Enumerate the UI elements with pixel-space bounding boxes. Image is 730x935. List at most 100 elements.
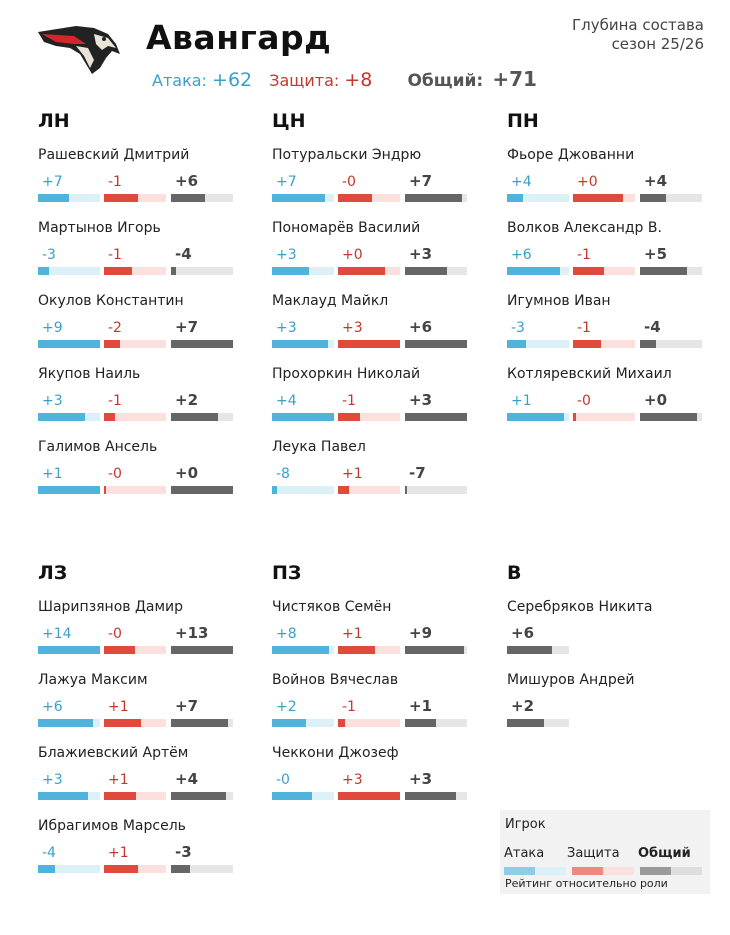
attack-rating: +7 <box>42 174 63 190</box>
attack-bar-fill <box>38 719 93 727</box>
player-name: Ибрагимов Марсель <box>38 818 186 834</box>
attack-bar-fill <box>38 413 85 421</box>
defense-bar-fill <box>338 194 373 202</box>
overall-rating: -3 <box>175 843 192 861</box>
attack-rating: +9 <box>42 320 63 336</box>
legend-overall-fill <box>640 867 671 875</box>
defense-rating: -2 <box>108 320 122 336</box>
overall-bar <box>405 719 467 727</box>
subtitle-line-1: Глубина состава <box>571 16 704 34</box>
attack-bar-fill <box>272 719 307 727</box>
legend-overall-label: Общий <box>638 846 691 861</box>
defense-bar <box>573 413 635 421</box>
attack-bar-fill <box>38 646 100 654</box>
player-card: Лажуа Максим +6 +1 +7 <box>38 672 238 732</box>
defense-rating: -0 <box>108 626 122 642</box>
team-logo-icon <box>38 26 120 74</box>
defense-rating: +1 <box>342 466 363 482</box>
defense-bar <box>104 413 166 421</box>
defense-bar <box>573 340 635 348</box>
player-card: Игумнов Иван -3 -1 -4 <box>507 293 707 353</box>
player-name: Лажуа Максим <box>38 672 148 688</box>
attack-bar <box>38 413 100 421</box>
attack-bar-fill <box>507 267 560 275</box>
defense-rating: -1 <box>577 247 591 263</box>
attack-bar <box>272 719 334 727</box>
overall-rating: +0 <box>644 391 668 409</box>
attack-bar-fill <box>38 486 100 494</box>
attack-rating: +2 <box>276 699 297 715</box>
legend-overall-bar <box>640 867 702 875</box>
attack-bar <box>272 340 334 348</box>
overall-bar-fill <box>171 340 233 348</box>
defense-rating: +0 <box>342 247 363 263</box>
team-totals: Атака: +62 Защита: +8 Общий: +71 <box>152 67 537 91</box>
overall-bar <box>507 719 569 727</box>
attack-rating: -4 <box>42 845 56 861</box>
defense-bar-fill <box>338 792 400 800</box>
player-card: Чистяков Семён +8 +1 +9 <box>272 599 472 659</box>
defense-rating: -1 <box>342 393 356 409</box>
defense-bar <box>104 340 166 348</box>
defense-bar-fill <box>338 646 376 654</box>
defense-bar <box>573 194 635 202</box>
attack-bar-fill <box>38 792 88 800</box>
player-card: Блажиевский Артём +3 +1 +4 <box>38 745 238 805</box>
attack-rating: +3 <box>276 320 297 336</box>
overall-bar <box>171 486 233 494</box>
player-name: Окулов Константин <box>38 293 184 309</box>
player-name: Мартынов Игорь <box>38 220 161 236</box>
player-card: Маклауд Майкл +3 +3 +6 <box>272 293 472 353</box>
defense-bar-fill <box>104 413 116 421</box>
overall-bar-fill <box>640 194 667 202</box>
defense-total-value: +8 <box>344 69 373 91</box>
attack-bar <box>507 340 569 348</box>
overall-bar-fill <box>171 413 218 421</box>
overall-bar <box>640 267 702 275</box>
overall-rating: +7 <box>409 172 433 190</box>
overall-bar <box>507 646 569 654</box>
player-card: Ибрагимов Марсель -4 +1 -3 <box>38 818 238 878</box>
attack-bar-fill <box>272 792 313 800</box>
defense-bar-fill <box>338 486 350 494</box>
overall-bar-fill <box>405 486 407 494</box>
attack-bar-fill <box>507 194 523 202</box>
defense-rating: +1 <box>108 845 129 861</box>
overall-rating: -4 <box>644 318 661 336</box>
attack-rating: -8 <box>276 466 290 482</box>
defense-bar-fill <box>104 719 142 727</box>
defense-rating: -1 <box>342 699 356 715</box>
defense-bar <box>104 865 166 873</box>
defense-bar <box>338 413 400 421</box>
team-title: Авангард <box>146 18 332 57</box>
attack-bar-fill <box>272 646 330 654</box>
overall-rating: +5 <box>644 245 668 263</box>
player-name: Чистяков Семён <box>272 599 392 615</box>
player-card: Шарипзянов Дамир +14 -0 +13 <box>38 599 238 659</box>
legend-note: Рейтинг относительно роли <box>505 877 668 890</box>
attack-bar <box>272 267 334 275</box>
position-title: ПН <box>507 110 539 132</box>
player-card: Войнов Вячеслав +2 -1 +1 <box>272 672 472 732</box>
defense-bar <box>104 792 166 800</box>
overall-rating: -7 <box>409 464 426 482</box>
defense-bar <box>573 267 635 275</box>
player-name: Чеккони Джозеф <box>272 745 399 761</box>
attack-bar <box>38 486 100 494</box>
overall-rating: +3 <box>409 245 433 263</box>
defense-bar-fill <box>104 646 135 654</box>
attack-bar <box>272 194 334 202</box>
overall-bar <box>405 792 467 800</box>
defense-bar <box>338 646 400 654</box>
defense-bar <box>104 719 166 727</box>
player-name: Серебряков Никита <box>507 599 653 615</box>
defense-bar-fill <box>338 267 385 275</box>
player-card: Потуральски Эндрю +7 -0 +7 <box>272 147 472 207</box>
overall-bar <box>171 194 233 202</box>
defense-rating: +1 <box>108 772 129 788</box>
position-title: ПЗ <box>272 562 302 584</box>
overall-bar <box>405 413 467 421</box>
player-name: Мишуров Андрей <box>507 672 635 688</box>
overall-bar <box>171 792 233 800</box>
attack-bar <box>38 267 100 275</box>
